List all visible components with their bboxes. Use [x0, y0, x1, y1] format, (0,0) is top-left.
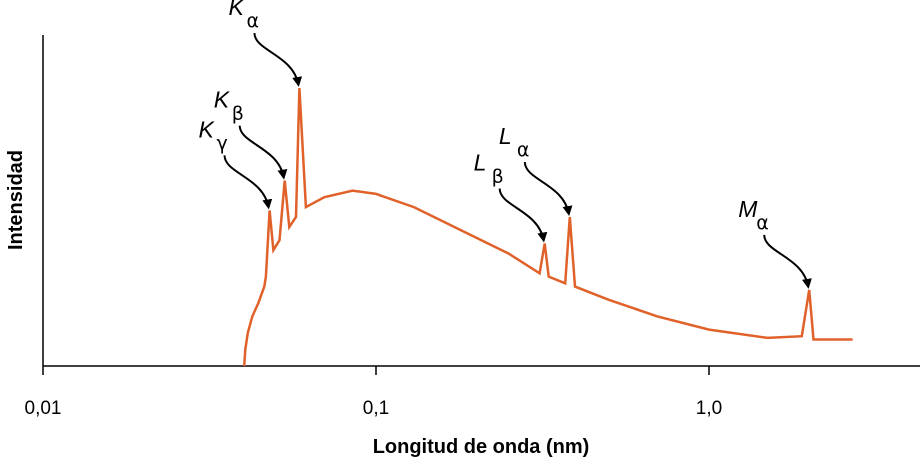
peak-annotation: Mα — [738, 196, 812, 289]
peak-letter: M — [738, 196, 758, 222]
x-tick-label: 0,01 — [25, 398, 62, 419]
peak-annotation: Lβ — [474, 150, 548, 243]
peak-annotation: Kβ — [214, 87, 288, 180]
y-axis-title: Intensidad — [5, 150, 27, 250]
peak-letter: L — [499, 123, 512, 149]
peak-arrow — [498, 188, 548, 243]
peak-subscript: β — [492, 166, 504, 188]
peak-letter: L — [474, 150, 487, 176]
peak-arrow — [253, 32, 303, 87]
peak-subscript: γ — [217, 132, 228, 154]
peak-subscript: α — [517, 139, 530, 161]
peak-arrow — [763, 234, 812, 289]
peak-subscript: α — [246, 10, 259, 32]
x-axis-title: Longitud de onda (nm) — [373, 436, 590, 458]
peak-annotation: Kγ — [199, 116, 273, 210]
peak-subscript: α — [756, 212, 769, 234]
x-tick-label: 1,0 — [696, 398, 722, 419]
peak-arrow — [523, 161, 573, 217]
peak-subscript: β — [232, 103, 244, 125]
peak-letter: K — [214, 87, 231, 113]
peak-arrow — [223, 155, 273, 210]
peak-arrow — [238, 125, 288, 180]
peak-annotation: Kα — [228, 0, 303, 87]
peak-letter: K — [228, 0, 245, 20]
x-ticks: 0,01 0,1 1,0 — [25, 366, 722, 419]
peak-annotation: Lα — [499, 123, 573, 217]
x-tick-label: 0,1 — [363, 398, 389, 419]
intensity-curve — [242, 87, 853, 367]
peak-letter: K — [199, 116, 216, 142]
